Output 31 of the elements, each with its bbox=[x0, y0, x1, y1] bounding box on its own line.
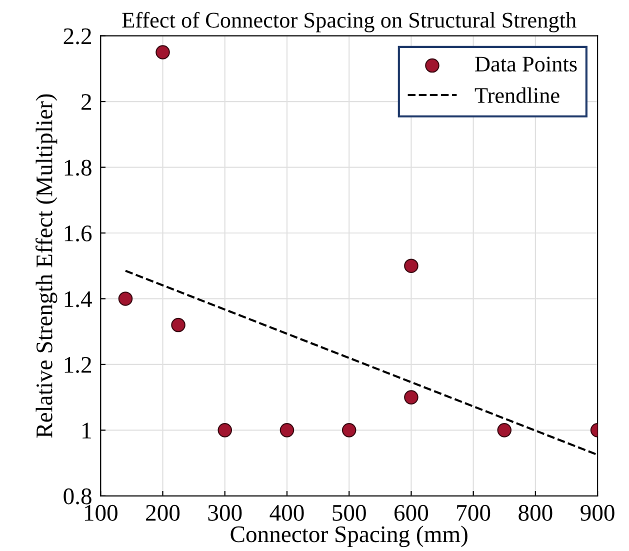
y-tick-label: 1.4 bbox=[64, 291, 92, 308]
point bbox=[280, 423, 294, 438]
point bbox=[218, 423, 232, 438]
x-tick-label: 300 bbox=[208, 504, 242, 521]
y-tick-label: 0.8 bbox=[64, 488, 92, 504]
y-tick-label: 1.2 bbox=[64, 357, 92, 373]
legend-label: Data Points bbox=[475, 56, 577, 72]
legend-label: Trendline bbox=[474, 87, 560, 103]
point bbox=[342, 423, 356, 438]
x-tick-label: 200 bbox=[146, 504, 180, 521]
y-tick-label: 1.6 bbox=[64, 226, 92, 242]
y-tick-label: 1 bbox=[82, 422, 91, 438]
y-tick-label: 2.2 bbox=[64, 28, 92, 44]
x-tick-label: 900 bbox=[580, 504, 614, 521]
point bbox=[156, 45, 170, 60]
x-tick-label: 100 bbox=[85, 504, 118, 521]
point bbox=[171, 318, 186, 332]
point bbox=[118, 292, 133, 306]
point bbox=[497, 423, 512, 438]
x-axis-title: Connector Spacing (mm) bbox=[230, 526, 468, 548]
x-tick-label: 400 bbox=[270, 504, 304, 521]
y-axis-title: Relative Strength Effect (Multiplier) bbox=[36, 94, 58, 438]
point bbox=[404, 258, 418, 273]
y-tick-label: 2 bbox=[82, 94, 92, 110]
y-tick-label: 1.8 bbox=[64, 160, 92, 176]
x-tick-label: 700 bbox=[457, 504, 490, 521]
chart-title: Effect of Connector Spacing on Structural Strength bbox=[122, 12, 576, 32]
point bbox=[404, 390, 418, 404]
x-tick-label: 500 bbox=[332, 504, 366, 521]
x-tick-label: 800 bbox=[518, 504, 552, 521]
x-tick-label: 600 bbox=[394, 504, 428, 521]
